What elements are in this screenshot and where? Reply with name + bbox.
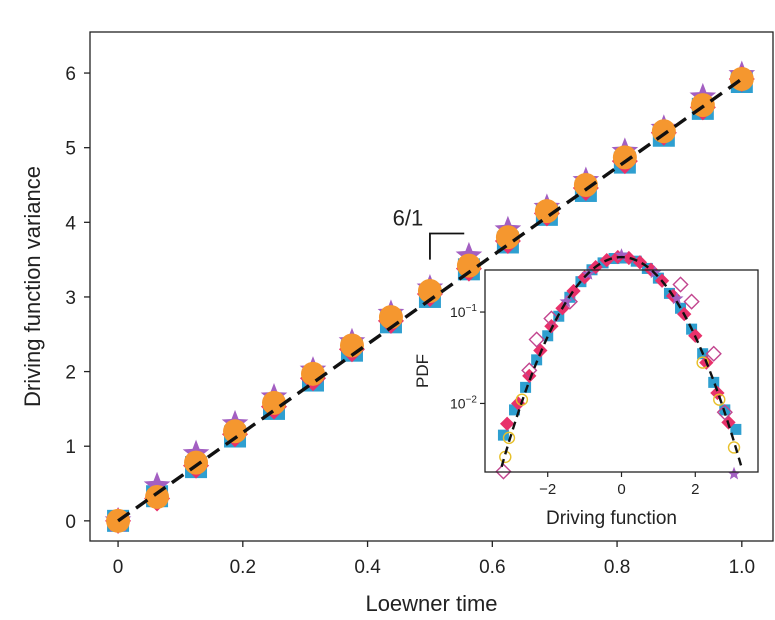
inset-x-tick-label: 2 [691, 481, 699, 498]
inset-point-circle [727, 441, 741, 454]
inset-fit-curve [500, 255, 743, 468]
inset-point-circle [713, 393, 726, 406]
main-y-tick-label: 0 [65, 512, 76, 533]
main-plot: 0 0.2 0.4 0.6 0.8 1.0 0 1 2 3 4 5 6 6/1 Loewner tim… [20, 31, 774, 616]
main-point-circle [612, 145, 637, 170]
inset-point-square [520, 381, 532, 393]
main-x-tick-label: 0.2 [230, 557, 256, 578]
inset-plot: −2 0 2 10−2 10−1 Driving function PDF [413, 248, 759, 529]
main-y-tick-label: 1 [65, 437, 76, 458]
main-fit-line [117, 77, 743, 523]
inset-point-diamond [495, 463, 512, 480]
main-y-tick-label: 3 [65, 288, 76, 309]
inset-point-diamond [522, 368, 537, 384]
inset-x-axis-label: Driving function [546, 508, 677, 529]
inset-point-diamond [499, 416, 515, 431]
inset-x-tick-label: −2 [539, 481, 556, 498]
main-x-tick-label: 0.6 [479, 557, 505, 578]
inset-point-star [670, 291, 684, 305]
inset-point-square [675, 302, 687, 314]
main-y-tick-label: 5 [65, 139, 76, 160]
inset-point-circle [696, 356, 709, 369]
main-point-circle [651, 119, 676, 144]
main-plot-frame [89, 31, 774, 542]
inset-point-square [708, 376, 720, 388]
main-y-tick-label: 4 [65, 213, 76, 234]
main-x-tick-label: 0.8 [604, 557, 630, 578]
slope-label: 6/1 [393, 206, 424, 231]
main-y-axis-label: Driving function variance [20, 166, 45, 407]
inset-y-tick-label: 10−2 [450, 394, 477, 411]
inset-point-diamond [543, 310, 560, 327]
main-point-circle [262, 390, 287, 415]
inset-point-star [727, 466, 741, 480]
inset-point-star [559, 294, 573, 308]
inset-point-star [614, 248, 629, 261]
main-x-tick-label: 0 [113, 557, 124, 578]
main-point-circle [184, 450, 209, 475]
inset-point-diamond [710, 385, 725, 401]
inset-y-axis-label: PDF [413, 354, 432, 388]
inset-point-square [542, 330, 554, 342]
inset-x-ticks: −2 0 2 [539, 472, 699, 498]
main-y-ticks: 0 1 2 3 4 5 6 [65, 64, 90, 533]
main-y-tick-label: 2 [65, 363, 76, 384]
inset-point-diamond [528, 331, 545, 348]
main-x-tick-label: 1.0 [729, 557, 755, 578]
inset-point-circle [502, 431, 516, 445]
main-y-tick-label: 6 [65, 64, 76, 85]
main-x-tick-label: 0.4 [354, 557, 381, 578]
inset-point-diamond [705, 345, 722, 362]
slope-triangle [429, 232, 465, 260]
inset-point-circle [515, 393, 529, 406]
inset-point-square [730, 423, 742, 435]
main-point-circle [495, 225, 520, 250]
inset-point-diamond [672, 276, 689, 293]
inset-point-diamond [716, 404, 733, 421]
inset-point-square [531, 354, 543, 366]
inset-y-ticks: 10−2 10−1 [450, 303, 485, 411]
inset-point-diamond [632, 255, 648, 270]
main-point-star [143, 471, 171, 498]
inset-series-diamond-open [495, 276, 733, 480]
inset-background [485, 270, 758, 472]
main-series-circle [106, 67, 754, 533]
main-x-axis-label: Loewner time [365, 591, 497, 615]
inset-point-diamond [521, 362, 538, 379]
inset-point-diamond [683, 293, 700, 310]
inset-x-tick-label: 0 [617, 481, 625, 498]
main-point-circle [573, 172, 598, 197]
main-point-circle [456, 253, 481, 278]
main-point-circle [300, 361, 325, 386]
main-point-circle [534, 199, 559, 224]
inset-y-tick-label: 10−1 [450, 303, 477, 320]
inset-point-square [509, 404, 521, 416]
main-point-circle [223, 419, 248, 444]
main-point-circle [417, 278, 442, 303]
main-x-ticks: 0 0.2 0.4 0.6 0.8 1.0 [113, 541, 755, 578]
